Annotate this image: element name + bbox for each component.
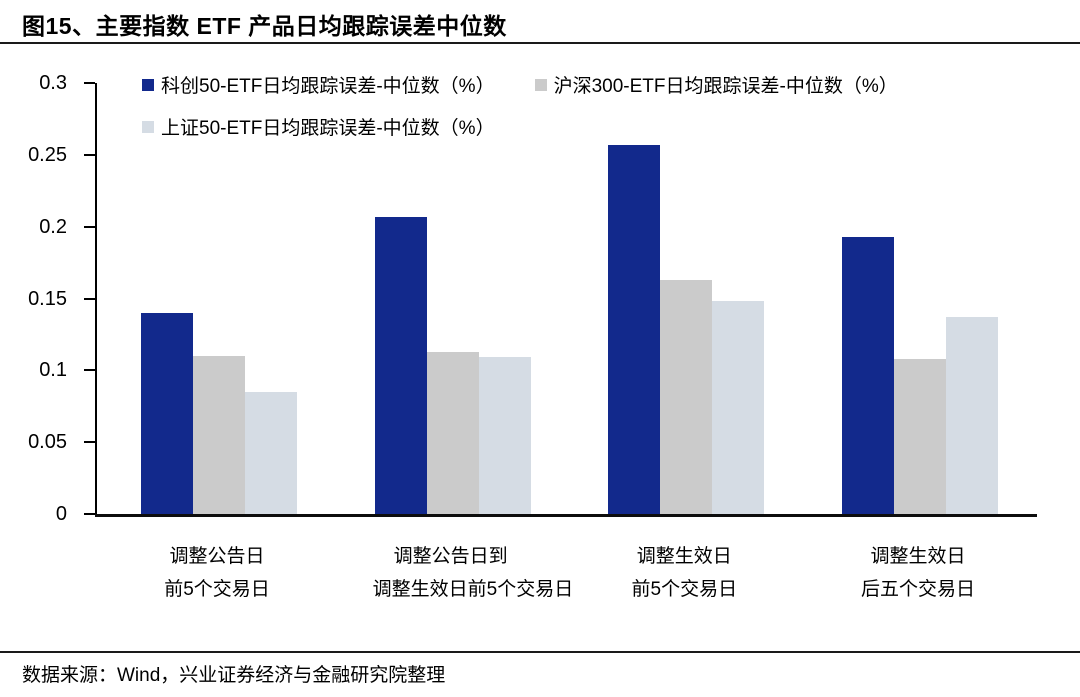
x-category-label-line: 调整生效日前5个交易日: [372, 579, 574, 600]
y-axis-labels: 0 0.05 0.1 0.15 0.2 0.25 0.3: [0, 72, 81, 525]
bar: [245, 391, 297, 514]
bar: [193, 356, 245, 514]
figure-title: 图15、主要指数 ETF 产品日均跟踪误差中位数: [22, 13, 507, 39]
y-tick-mark: [84, 297, 95, 300]
bar: [478, 357, 531, 514]
y-tick-mark: [84, 82, 95, 84]
y-tick-label: 0.25: [28, 143, 67, 166]
legend-item: 上证50-ETF日均跟踪误差-中位数（%）: [142, 113, 495, 140]
bar: [426, 351, 479, 514]
bar-group: [141, 312, 297, 514]
y-tick-mark: [84, 225, 95, 228]
y-tick-label: 0.05: [28, 431, 67, 454]
legend-row: 上证50-ETF日均跟踪误差-中位数（%）: [142, 113, 898, 140]
bar: [141, 312, 193, 514]
bar: [945, 317, 998, 514]
x-category-label-line: 调整生效日: [636, 546, 732, 567]
y-tick-mark: [84, 441, 95, 444]
bar-group: [841, 236, 998, 514]
legend-label: 科创50-ETF日均跟踪误差-中位数（%）: [161, 76, 495, 97]
x-category-label-line: 调整公告日: [169, 546, 265, 567]
bar: [712, 301, 765, 514]
legend-swatch-icon: [142, 120, 154, 133]
legend-row: 科创50-ETF日均跟踪误差-中位数（%） 沪深300-ETF日均跟踪误差-中位数…: [142, 71, 898, 98]
plot-area: [84, 82, 1037, 517]
x-category-label-line: 调整生效日: [870, 546, 966, 567]
title-divider: [0, 42, 1080, 44]
bar-group: [608, 144, 765, 514]
y-tick-mark: [84, 369, 95, 372]
legend-item: 科创50-ETF日均跟踪误差-中位数（%）: [142, 71, 495, 98]
y-tick-mark: [84, 513, 95, 515]
legend-item: 沪深300-ETF日均跟踪误差-中位数（%）: [534, 71, 898, 98]
chart-legend: 科创50-ETF日均跟踪误差-中位数（%） 沪深300-ETF日均跟踪误差-中位数…: [142, 71, 898, 140]
x-category-label-line: 前5个交易日: [631, 579, 738, 600]
legend-swatch-icon: [142, 78, 154, 91]
x-category-label: 调整公告日到调整生效日前5个交易日: [372, 540, 574, 606]
y-tick-label: 0.2: [39, 215, 67, 238]
legend-label: 上证50-ETF日均跟踪误差-中位数（%）: [161, 118, 495, 139]
x-category-label: 调整公告日前5个交易日: [139, 540, 295, 606]
y-tick-mark: [84, 153, 95, 156]
bar: [841, 236, 894, 514]
x-category-label-line: 前5个交易日: [164, 579, 270, 600]
x-category-label-line: 调整公告日到: [393, 546, 508, 567]
bar: [608, 144, 661, 514]
bar-groups: [97, 83, 1037, 514]
bar: [374, 216, 427, 514]
x-category-label: 调整生效日前5个交易日: [606, 540, 762, 606]
y-axis-ticks: [84, 82, 1037, 517]
bar: [893, 358, 946, 514]
legend-swatch-icon: [534, 78, 547, 91]
legend-label: 沪深300-ETF日均跟踪误差-中位数（%）: [553, 76, 898, 97]
y-tick-label: 0: [55, 503, 67, 525]
x-category-label: 调整生效日后五个交易日: [840, 540, 996, 606]
source-note: 数据来源：Wind，兴业证券经济与金融研究院整理: [22, 665, 446, 686]
y-tick-label: 0.15: [28, 287, 67, 310]
x-category-label-line: 后五个交易日: [860, 579, 975, 600]
bar: [660, 279, 713, 514]
bar-group: [374, 216, 531, 514]
x-axis-line: [95, 514, 1037, 517]
x-axis-labels: 调整公告日 前5个交易日 调整公告日到 调整生效日前5个交易日 调整生效日 前5个交易日调…: [95, 540, 1035, 606]
footer-divider: [0, 651, 1080, 653]
y-tick-label: 0.1: [39, 359, 67, 382]
y-tick-label: 0.3: [39, 72, 67, 94]
